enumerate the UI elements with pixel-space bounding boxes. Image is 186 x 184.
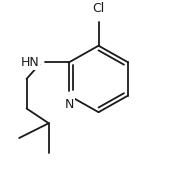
- Text: N: N: [64, 98, 74, 111]
- Text: Cl: Cl: [92, 2, 105, 15]
- Text: HN: HN: [21, 56, 39, 69]
